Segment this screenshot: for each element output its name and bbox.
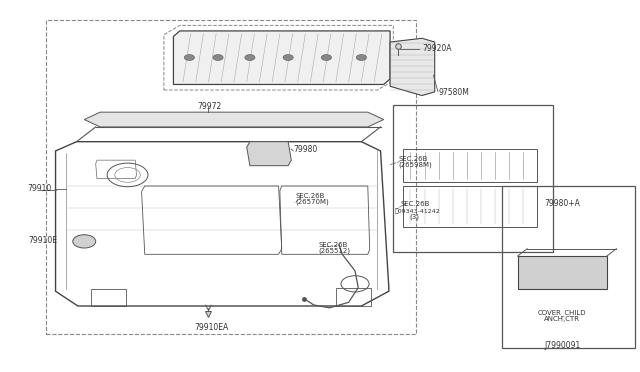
Text: —: — (33, 185, 40, 193)
Text: SEC.26B: SEC.26B (296, 193, 325, 199)
Text: SEC.26B: SEC.26B (398, 155, 428, 162)
Circle shape (213, 55, 223, 61)
Text: 79910E: 79910E (28, 236, 57, 245)
Circle shape (73, 235, 96, 248)
Polygon shape (518, 256, 607, 289)
Text: 79980: 79980 (293, 145, 317, 154)
Circle shape (321, 55, 332, 61)
Text: 79972: 79972 (198, 103, 222, 112)
Text: SEC.26B: SEC.26B (319, 242, 348, 248)
Circle shape (184, 55, 195, 61)
Circle shape (283, 55, 293, 61)
Text: 79910EA: 79910EA (195, 323, 228, 331)
Text: (26598M): (26598M) (398, 161, 432, 168)
Text: (3): (3) (409, 214, 419, 220)
Polygon shape (84, 112, 384, 127)
Polygon shape (390, 38, 435, 96)
Text: 09343-41242: 09343-41242 (395, 208, 441, 214)
Polygon shape (246, 142, 291, 166)
Text: COVER_CHILD: COVER_CHILD (538, 309, 586, 316)
Text: J7990091: J7990091 (544, 341, 580, 350)
Circle shape (245, 55, 255, 61)
Text: 79920A: 79920A (422, 44, 451, 53)
Polygon shape (173, 31, 390, 84)
Text: (265512): (265512) (319, 248, 351, 254)
Text: 97580M: 97580M (438, 89, 469, 97)
Text: SEC.26B: SEC.26B (400, 202, 429, 208)
Circle shape (356, 55, 367, 61)
Text: 79910: 79910 (27, 185, 51, 193)
Text: (26570M): (26570M) (296, 198, 330, 205)
Text: ANCH,CTR: ANCH,CTR (544, 316, 580, 322)
Text: 79980+A: 79980+A (544, 199, 580, 208)
